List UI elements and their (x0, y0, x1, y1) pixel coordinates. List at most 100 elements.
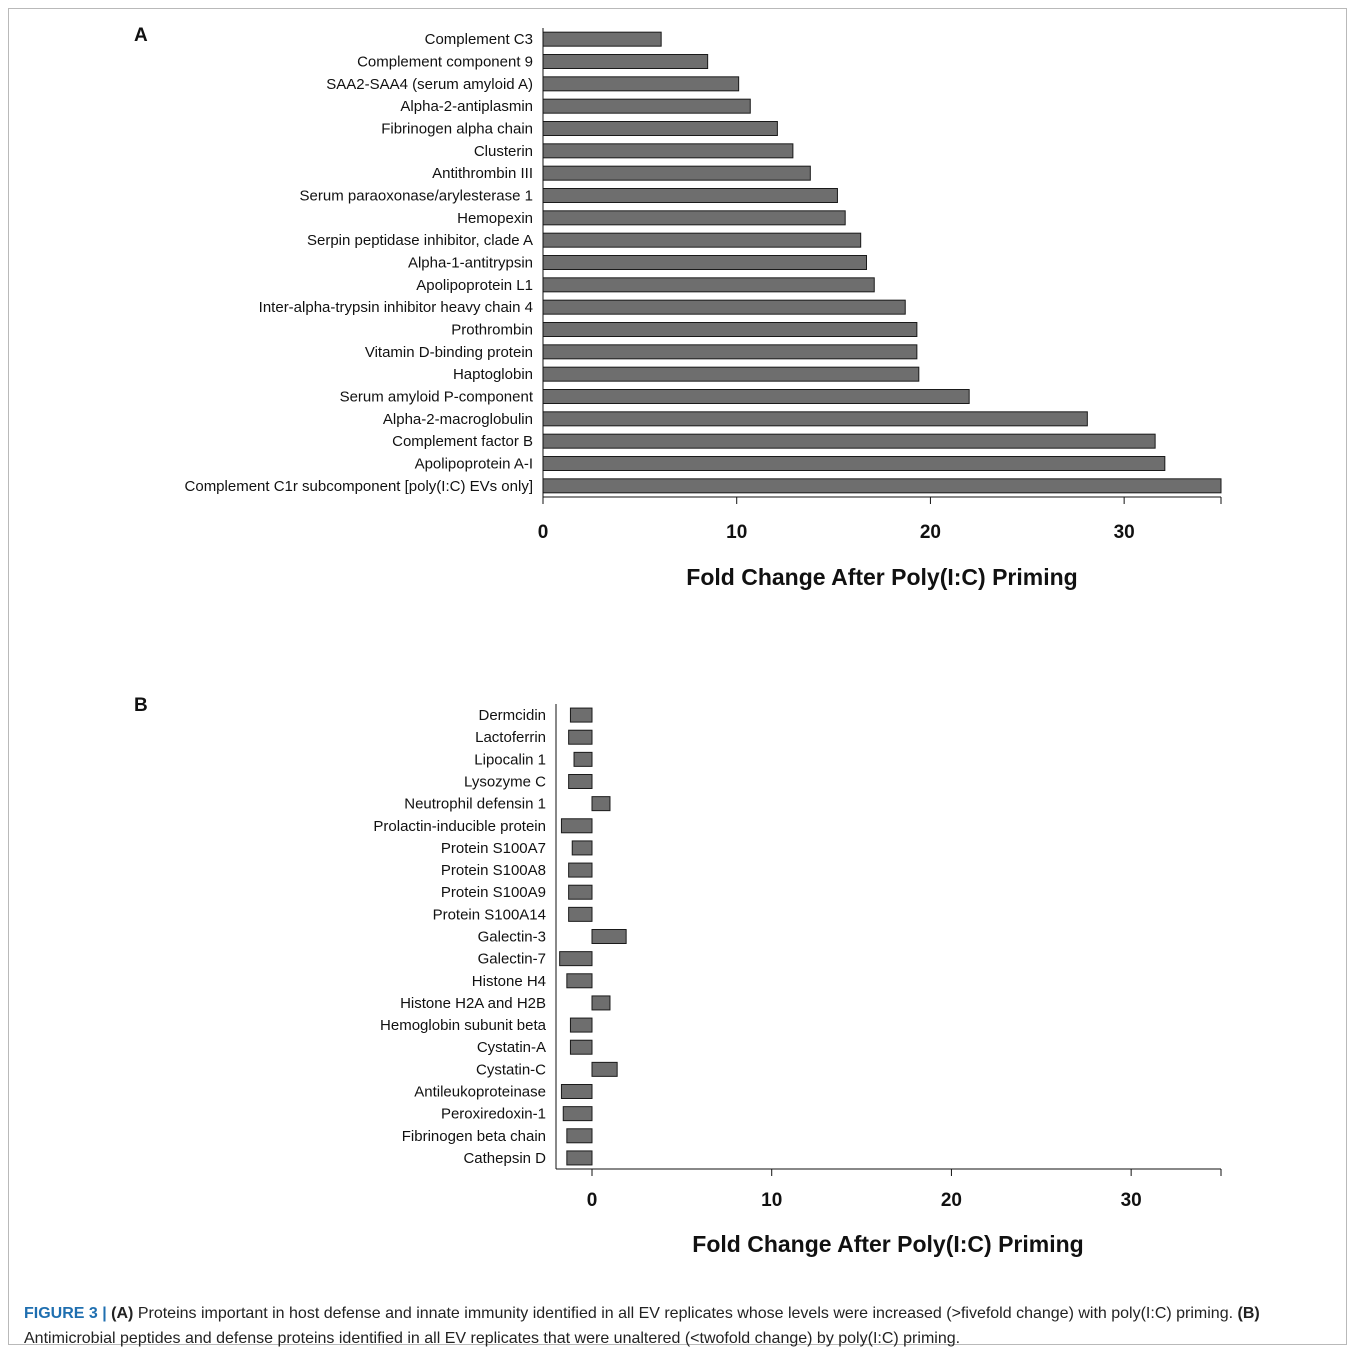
bar-a-1 (542, 54, 709, 69)
bar-b-8 (568, 884, 593, 900)
bar-a-18 (542, 433, 1156, 449)
caption-part-b-label: (B) (1237, 1305, 1260, 1322)
category-label: Lipocalin 1 (474, 751, 546, 768)
bar-a-16 (542, 389, 970, 404)
caption-part-b-text: Antimicrobial peptides and defense prote… (24, 1330, 961, 1347)
category-label: Inter-alpha-trypsin inhibitor heavy chai… (259, 299, 533, 316)
category-label: Histone H4 (472, 973, 546, 990)
category-label: Protein S100A14 (433, 906, 546, 923)
category-label: Cathepsin D (463, 1150, 546, 1167)
caption-figure-label: FIGURE 3 | (24, 1305, 107, 1322)
bar-a-8 (542, 210, 846, 226)
category-label: Serpin peptidase inhibitor, clade A (307, 232, 533, 249)
category-label: Alpha-1-antitrypsin (408, 255, 533, 272)
category-label: Protein S100A7 (441, 840, 546, 857)
category-label: Apolipoprotein A-I (415, 456, 533, 473)
caption-part-a-label: (A) (111, 1305, 134, 1322)
category-label: Antithrombin III (432, 165, 533, 182)
x-axis-title: Fold Change After Poly(I:C) Priming (692, 1231, 1083, 1257)
panel-label-a: A (134, 25, 148, 46)
bar-a-0 (542, 31, 662, 47)
figure-frame (8, 8, 1347, 1345)
category-label: Hemopexin (457, 210, 533, 227)
x-tick-label: 0 (587, 1190, 598, 1211)
category-label: Fibrinogen alpha chain (381, 121, 533, 138)
category-label: Vitamin D-binding protein (365, 344, 533, 361)
category-label: Dermcidin (478, 707, 546, 724)
category-label: Complement C1r subcomponent [poly(I:C) E… (185, 478, 533, 495)
bar-b-13 (591, 995, 611, 1011)
bar-a-6 (542, 165, 811, 181)
category-label: SAA2-SAA4 (serum amyloid A) (326, 76, 533, 93)
category-label: Alpha-2-antiplasmin (400, 98, 533, 115)
category-label: Cystatin-A (477, 1039, 546, 1056)
category-label: Peroxiredoxin-1 (441, 1106, 546, 1123)
bar-a-15 (542, 366, 920, 382)
bar-a-9 (542, 232, 862, 248)
category-label: Neutrophil defensin 1 (404, 796, 546, 813)
x-tick-label: 20 (941, 1190, 962, 1211)
category-label: Lysozyme C (464, 774, 546, 791)
category-label: Cystatin-C (476, 1061, 546, 1078)
bar-b-10 (591, 929, 627, 944)
category-label: Clusterin (474, 143, 533, 160)
bar-b-0 (569, 707, 593, 723)
bar-b-3 (568, 774, 593, 789)
bar-a-20 (542, 478, 1222, 494)
x-tick-label: 30 (1121, 1190, 1142, 1211)
panel-label-b: B (134, 695, 148, 716)
category-label: Complement component 9 (357, 54, 533, 71)
category-label: Hemoglobin subunit beta (380, 1017, 547, 1034)
bar-a-2 (542, 76, 740, 92)
bar-b-20 (566, 1150, 593, 1166)
bar-b-4 (591, 796, 611, 812)
bar-a-11 (542, 277, 875, 293)
bar-b-9 (568, 906, 593, 922)
category-label: Protein S100A8 (441, 862, 546, 879)
bar-a-12 (542, 299, 906, 315)
x-tick-label: 0 (538, 522, 549, 543)
bar-b-5 (560, 818, 593, 834)
bar-b-2 (573, 751, 593, 767)
bar-b-14 (569, 1017, 593, 1033)
bar-a-7 (542, 188, 838, 203)
bar-b-19 (566, 1128, 593, 1144)
x-tick-label: 10 (726, 522, 747, 543)
category-label: Prolactin-inducible protein (373, 818, 546, 835)
bar-a-14 (542, 344, 918, 360)
category-label: Serum paraoxonase/arylesterase 1 (300, 188, 533, 205)
bar-a-3 (542, 98, 751, 114)
bar-b-15 (569, 1039, 593, 1055)
category-label: Serum amyloid P-component (340, 389, 534, 406)
category-label: Antileukoproteinase (414, 1084, 546, 1101)
category-label: Complement C3 (425, 31, 533, 48)
bar-b-16 (591, 1061, 618, 1077)
category-label: Lactoferrin (475, 729, 546, 746)
category-label: Alpha-2-macroglobulin (383, 411, 533, 428)
x-tick-label: 10 (761, 1190, 782, 1211)
category-label: Galectin-3 (478, 929, 546, 946)
figure-charts: A Complement C3 Complement component 9 SAA2… (134, 25, 1222, 1257)
category-label: Complement factor B (392, 433, 533, 450)
bar-b-11 (559, 951, 593, 967)
bar-b-6 (571, 840, 593, 856)
x-axis-title: Fold Change After Poly(I:C) Priming (686, 564, 1077, 590)
bar-a-5 (542, 143, 794, 159)
bar-a-17 (542, 411, 1088, 427)
bar-b-17 (560, 1084, 593, 1099)
category-label: Protein S100A9 (441, 884, 546, 901)
bar-b-12 (566, 973, 593, 989)
x-tick-label: 20 (920, 522, 941, 543)
caption-part-a-text: Proteins important in host defense and i… (133, 1305, 1238, 1322)
bar-b-1 (568, 729, 593, 745)
bar-a-13 (542, 322, 918, 337)
bar-b-7 (568, 862, 593, 878)
figure-caption: FIGURE 3 | (A) Proteins important in hos… (24, 1301, 1329, 1351)
bar-a-10 (542, 255, 868, 270)
bar-b-18 (562, 1106, 593, 1122)
category-label: Galectin-7 (478, 951, 546, 968)
category-label: Apolipoprotein L1 (416, 277, 533, 294)
x-tick-label: 30 (1114, 522, 1135, 543)
bar-a-4 (542, 121, 778, 136)
category-label: Prothrombin (451, 322, 533, 339)
